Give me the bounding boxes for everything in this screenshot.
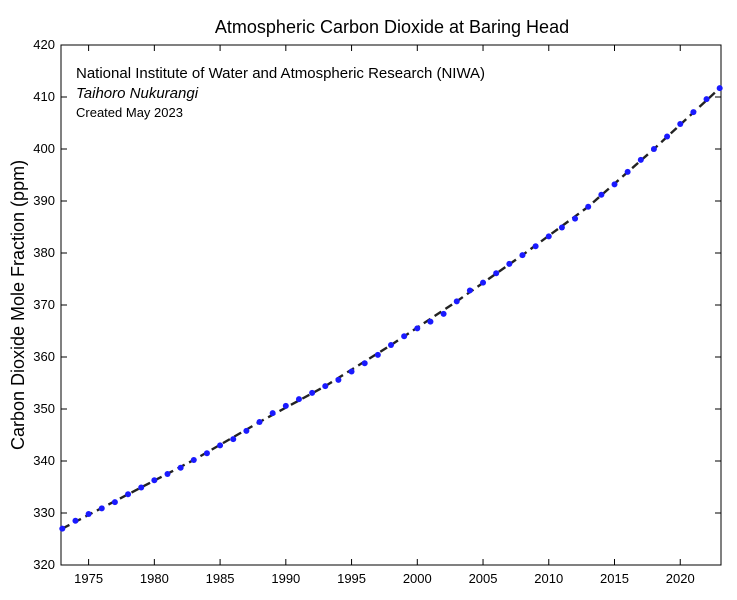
trend-line-path — [61, 87, 721, 530]
x-tick-label: 2020 — [666, 571, 695, 586]
data-point — [440, 310, 447, 317]
data-point — [716, 85, 723, 92]
y-tick-label: 410 — [33, 89, 55, 104]
y-tick-label: 320 — [33, 557, 55, 572]
y-tick-label: 340 — [33, 453, 55, 468]
x-tick-labels: 1975 1980 1985 1990 1995 2000 2005 2010 2015 2020 — [74, 571, 695, 586]
data-point — [190, 456, 197, 463]
data-point — [243, 427, 250, 434]
data-point — [650, 146, 657, 152]
data-point — [111, 499, 118, 506]
data-point — [203, 450, 210, 457]
data-point — [585, 203, 592, 210]
data-point — [217, 442, 224, 449]
data-point — [453, 298, 460, 305]
data-point — [519, 252, 526, 259]
annotation-block: National Institute of Water and Atmosphe… — [76, 65, 485, 120]
data-point — [59, 525, 66, 532]
data-point — [637, 156, 644, 163]
data-point — [361, 360, 368, 367]
data-point — [322, 383, 329, 390]
annotation-maori-name: Taihoro Nukurangi — [76, 85, 199, 102]
y-tick-label: 420 — [33, 37, 55, 52]
data-point — [532, 243, 539, 250]
data-point — [677, 121, 684, 128]
x-tick-label: 1975 — [74, 571, 103, 586]
x-tick-label: 1990 — [271, 571, 300, 586]
data-point — [427, 318, 434, 325]
data-point — [164, 471, 171, 477]
data-point — [374, 351, 381, 358]
data-point — [703, 96, 710, 103]
data-point — [480, 279, 487, 286]
y-tick-label: 390 — [33, 193, 55, 208]
x-tick-label: 1995 — [337, 571, 366, 586]
chart-title: Atmospheric Carbon Dioxide at Baring Hea… — [215, 17, 569, 37]
x-tick-label: 2015 — [600, 571, 629, 586]
plot-area — [59, 44, 723, 566]
plot-frame — [60, 44, 722, 566]
x-tick-label: 2000 — [403, 571, 432, 586]
data-point — [690, 109, 697, 116]
data-point — [85, 511, 92, 518]
trend-line — [61, 87, 721, 530]
data-point — [348, 368, 355, 375]
y-tick-label: 360 — [33, 349, 55, 364]
data-point — [282, 402, 289, 409]
data-point — [125, 491, 132, 498]
annotation-institution: National Institute of Water and Atmosphe… — [76, 65, 485, 82]
data-point — [269, 410, 276, 417]
x-tick-label: 1980 — [140, 571, 169, 586]
y-tick-label: 350 — [33, 401, 55, 416]
data-point — [598, 191, 605, 198]
annotation-created-date: Created May 2023 — [76, 105, 183, 120]
data-point — [414, 325, 421, 332]
data-point — [295, 396, 302, 403]
x-tick-label: 2010 — [534, 571, 563, 586]
data-point — [664, 133, 671, 140]
x-tick-label: 1985 — [206, 571, 235, 586]
tick-marks — [61, 44, 721, 566]
data-point — [230, 436, 237, 443]
y-tick-label: 370 — [33, 297, 55, 312]
data-point — [611, 181, 618, 188]
data-point — [401, 333, 408, 340]
y-tick-label: 380 — [33, 245, 55, 260]
y-tick-label: 400 — [33, 141, 55, 156]
data-point — [98, 505, 105, 512]
observation-points — [59, 85, 723, 532]
data-point — [572, 215, 579, 222]
y-tick-label: 330 — [33, 505, 55, 520]
y-axis-label: Carbon Dioxide Mole Fraction (ppm) — [8, 160, 28, 450]
data-point — [256, 419, 263, 425]
data-point — [545, 233, 552, 240]
data-point — [506, 260, 513, 267]
data-point — [388, 342, 394, 349]
data-point — [151, 477, 158, 484]
x-tick-label: 2005 — [469, 571, 498, 586]
data-point — [466, 287, 473, 294]
data-point — [335, 376, 342, 383]
data-point — [177, 464, 184, 471]
data-point — [138, 484, 145, 491]
data-point — [624, 168, 631, 175]
y-tick-labels: 320 330 340 350 360 370 380 390 400 410 420 — [33, 37, 55, 572]
data-point — [309, 389, 316, 396]
data-point — [493, 270, 500, 277]
data-point — [558, 224, 565, 231]
data-point — [72, 517, 79, 524]
